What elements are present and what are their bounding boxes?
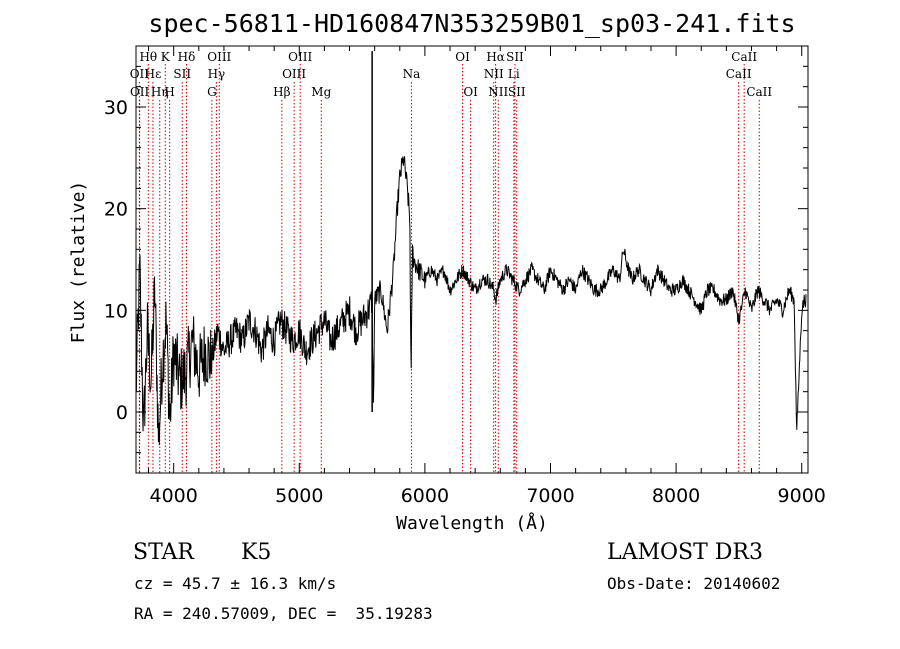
flux-line xyxy=(135,156,807,446)
line-label-SII: SII xyxy=(508,85,526,99)
line-label-NII: NII xyxy=(488,85,508,99)
line-label-OII: OII xyxy=(130,67,150,81)
x-tick-label: 4000 xyxy=(150,485,198,507)
redshift-velocity: cz = 45.7 ± 16.3 km/s xyxy=(134,574,337,593)
y-tick-label: 20 xyxy=(104,199,128,221)
x-tick-label: 9000 xyxy=(778,485,826,507)
x-tick-label: 7000 xyxy=(526,485,574,507)
x-tick-label: 6000 xyxy=(401,485,449,507)
line-label-Hδ: Hδ xyxy=(178,50,196,64)
line-label-OIII: OIII xyxy=(207,50,231,64)
y-tick-label: 10 xyxy=(104,300,128,322)
line-label-Hα: Hα xyxy=(486,50,505,64)
line-label-Hη: Hη xyxy=(151,85,169,99)
line-label-H: H xyxy=(164,85,174,99)
plot-frame xyxy=(135,45,809,474)
object-class: STAR xyxy=(133,540,194,565)
line-label-OII: OII xyxy=(130,85,150,99)
line-label-Hγ: Hγ xyxy=(208,67,226,81)
line-label-K: K xyxy=(161,50,171,64)
x-tick-label: 8000 xyxy=(652,485,700,507)
line-label-Hε: Hε xyxy=(145,67,162,81)
line-label-CaII: CaII xyxy=(731,50,757,64)
line-label-G: G xyxy=(207,85,217,99)
line-label-Na: Na xyxy=(403,67,421,81)
x-axis-label: Wavelength (Å) xyxy=(396,512,548,534)
chart-title: spec-56811-HD160847N353259B01_sp03-241.f… xyxy=(148,9,795,38)
flux-series xyxy=(135,51,807,446)
line-label-SII: SII xyxy=(506,50,524,64)
line-label-SII: SII xyxy=(173,67,191,81)
y-tick-label: 0 xyxy=(116,402,128,424)
line-label-Mg: Mg xyxy=(311,85,331,99)
x-tick-label: 5000 xyxy=(275,485,323,507)
line-label-OIII: OIII xyxy=(282,67,306,81)
line-label-Hβ: Hβ xyxy=(273,85,290,99)
line-label-CaII: CaII xyxy=(726,67,752,81)
y-tick-label: 30 xyxy=(104,97,128,119)
line-label-NII: NII xyxy=(484,67,504,81)
y-axis-label: Flux (relative) xyxy=(68,181,89,344)
survey-name: LAMOST DR3 xyxy=(607,540,763,565)
line-label-OI: OI xyxy=(455,50,470,64)
sky-coordinates: RA = 240.57009, DEC = 35.19283 xyxy=(134,604,433,623)
axis-ticks: 4000 5000 6000 7000 8000 9000 0 10 20 30 xyxy=(104,46,826,507)
line-label-CaII: CaII xyxy=(746,85,772,99)
line-label-OI: OI xyxy=(463,85,478,99)
line-label-Li: Li xyxy=(508,67,520,81)
object-subclass: K5 xyxy=(241,540,272,565)
line-label-Hθ: Hθ xyxy=(139,50,157,64)
observation-date: Obs-Date: 20140602 xyxy=(607,574,781,593)
line-label-OIII: OIII xyxy=(288,50,312,64)
